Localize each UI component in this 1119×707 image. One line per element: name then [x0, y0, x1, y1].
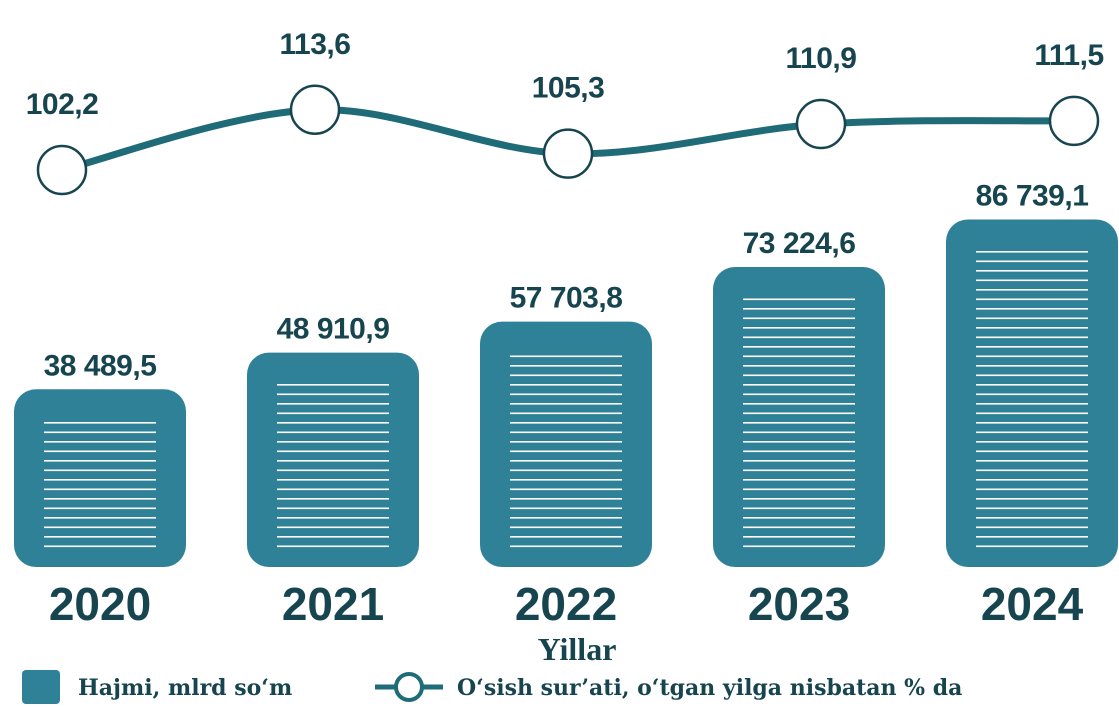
line-value-label: 110,9: [786, 42, 857, 75]
legend-label: O‘sish sur’ati, o‘tgan yilga nisbatan % …: [457, 675, 962, 701]
line-value-label: 105,3: [532, 72, 605, 105]
bar-stripes: [44, 417, 156, 555]
x-tick-label: 2022: [515, 578, 617, 630]
line-value-label: 113,6: [280, 28, 351, 61]
line-value-label: 102,2: [26, 88, 99, 121]
bar-stripes: [510, 349, 622, 555]
line-point: [795, 98, 847, 150]
x-tick-label: 2021: [282, 578, 384, 630]
bar-stripes: [976, 247, 1088, 555]
line-point: [36, 144, 88, 196]
bar-value-label: 48 910,9: [277, 313, 390, 346]
line-value-label: 111,5: [1034, 39, 1103, 72]
line-point: [289, 84, 341, 136]
bar-stripes: [277, 380, 389, 555]
bar-value-label: 38 489,5: [44, 349, 157, 382]
bar-value-label: 86 739,1: [976, 179, 1089, 212]
x-tick-label: 2024: [981, 578, 1084, 630]
line-point: [1048, 95, 1100, 147]
bar-value-label: 57 703,8: [510, 282, 623, 315]
legend-marker: [394, 672, 424, 702]
x-tick-label: 2020: [49, 578, 151, 630]
bar-stripes: [743, 295, 855, 555]
line-point: [542, 128, 594, 179]
x-axis-label: Yillar: [538, 631, 617, 667]
legend-label: Hajmi, mlrd so‘m: [78, 675, 292, 701]
x-tick-label: 2023: [748, 578, 850, 630]
legend-swatch: [22, 670, 60, 704]
bar-value-label: 73 224,6: [743, 227, 856, 260]
